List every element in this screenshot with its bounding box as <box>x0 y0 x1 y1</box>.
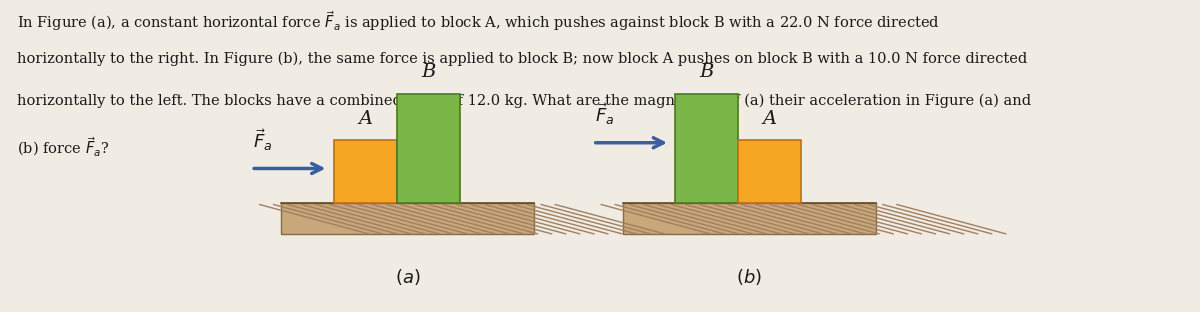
Bar <box>623 203 876 234</box>
Text: A: A <box>359 110 372 128</box>
Text: horizontally to the left. The blocks have a combined mass of 12.0 kg. What are t: horizontally to the left. The blocks hav… <box>17 94 1031 108</box>
Bar <box>334 140 397 203</box>
Text: $\vec{F}_a$: $\vec{F}_a$ <box>595 101 614 127</box>
Bar <box>676 94 738 203</box>
Bar <box>281 203 534 234</box>
Text: horizontally to the right. In Figure (b), the same force is applied to block B; : horizontally to the right. In Figure (b)… <box>17 51 1027 66</box>
Text: $\vec{F}_a$: $\vec{F}_a$ <box>253 127 272 153</box>
Text: $(b)$: $(b)$ <box>737 267 762 287</box>
Text: B: B <box>700 63 714 81</box>
Text: In Figure (a), a constant horizontal force $\vec{F}_a$ is applied to block A, wh: In Figure (a), a constant horizontal for… <box>17 9 940 33</box>
Bar <box>738 140 802 203</box>
Text: (b) force $\vec{F}_a$?: (b) force $\vec{F}_a$? <box>17 136 109 159</box>
Text: A: A <box>763 110 776 128</box>
Text: $(a)$: $(a)$ <box>395 267 420 287</box>
Bar <box>397 94 460 203</box>
Text: B: B <box>421 63 436 81</box>
